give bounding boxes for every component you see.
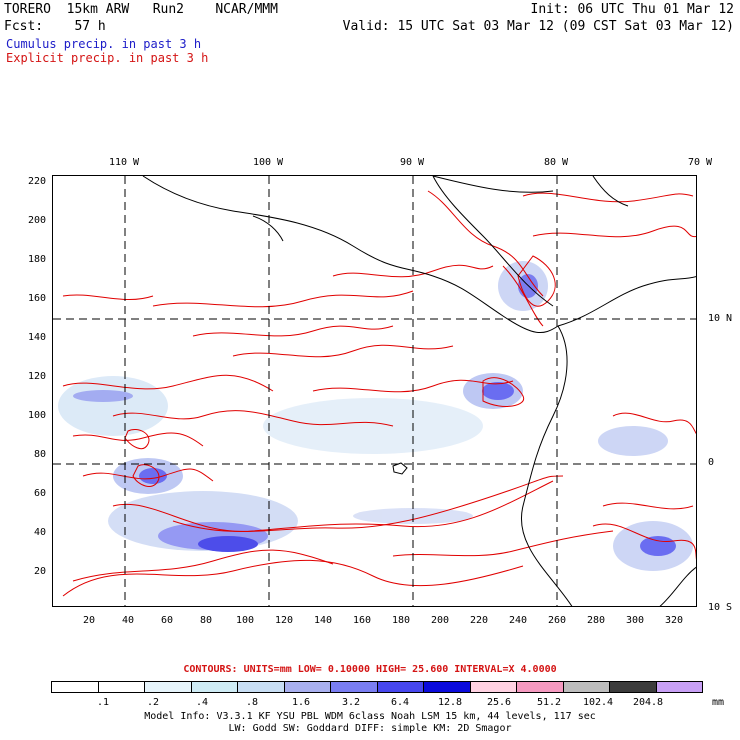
colorbar-label: 204.8: [632, 697, 664, 708]
explicit-legend: Explicit precip. in past 3 h: [6, 51, 209, 65]
y-tick: 40: [33, 527, 46, 538]
map-canvas: [53, 176, 696, 606]
forecast-hour: Fcst: 57 h: [4, 19, 106, 34]
x-tick: 20: [82, 615, 96, 626]
colorbar-label: 3.2: [341, 697, 361, 708]
colorbar-label: 102.4: [582, 697, 614, 708]
y-tick: 20: [33, 566, 46, 577]
colorbar-swatch: [517, 682, 564, 692]
lat-label-10n: 10 N: [708, 313, 733, 324]
x-tick: 280: [586, 615, 606, 626]
colorbar-swatch: [656, 682, 702, 692]
colorbar-swatch: [52, 682, 99, 692]
lon-label-90w: 90 W: [399, 157, 425, 168]
y-tick: 120: [27, 371, 46, 382]
colorbar-label: .2: [146, 697, 160, 708]
model-physics: LW: Godd SW: Goddard DIFF: simple KM: 2D…: [228, 723, 512, 734]
lon-label-110w: 110 W: [108, 157, 140, 168]
x-tick: 220: [469, 615, 489, 626]
colorbar-swatch: [424, 682, 471, 692]
colorbar-swatch: [238, 682, 285, 692]
explicit-contours: [62, 190, 696, 597]
lon-label-100w: 100 W: [252, 157, 284, 168]
precip-map: [52, 175, 697, 607]
colorbar-label: .1: [96, 697, 110, 708]
colorbar-label: 6.4: [390, 697, 410, 708]
x-tick: 180: [391, 615, 411, 626]
colorbar-swatch: [145, 682, 192, 692]
colorbar-swatch: [470, 682, 517, 692]
colorbar-label: 1.6: [291, 697, 311, 708]
y-tick: 140: [27, 332, 46, 343]
x-tick: 260: [547, 615, 567, 626]
model-info: Model Info: V3.3.1 KF YSU PBL WDM 6class…: [144, 711, 596, 722]
x-tick: 80: [199, 615, 213, 626]
init-time: Init: 06 UTC Thu 01 Mar 12: [530, 2, 735, 17]
y-tick: 80: [33, 449, 46, 460]
x-tick: 60: [160, 615, 174, 626]
colorbar-swatch: [563, 682, 610, 692]
colorbar-label: 12.8: [437, 697, 463, 708]
colorbar-swatch: [284, 682, 331, 692]
colorbar-label: 25.6: [486, 697, 512, 708]
lat-lon-grid: [53, 176, 696, 606]
colorbar-swatch: [377, 682, 424, 692]
y-tick: 100: [27, 410, 46, 421]
model-title: TORERO 15km ARW Run2 NCAR/MMM: [4, 2, 278, 17]
colorbar-unit: mm: [712, 697, 725, 708]
cumulus-shading: [58, 261, 693, 571]
colorbar-swatch: [98, 682, 145, 692]
coastlines: [142, 176, 696, 606]
x-tick: 200: [430, 615, 450, 626]
colorbar-swatch: [331, 682, 378, 692]
colorbar-label: 51.2: [536, 697, 562, 708]
colorbar-label: .4: [195, 697, 209, 708]
x-tick: 40: [121, 615, 135, 626]
x-tick: 140: [313, 615, 333, 626]
contours-summary: CONTOURS: UNITS=mm LOW= 0.10000 HIGH= 25…: [183, 664, 557, 675]
x-tick: 240: [508, 615, 528, 626]
colorbar-label: .8: [245, 697, 259, 708]
colorbar-swatch: [610, 682, 657, 692]
lat-label-0: 0: [708, 457, 715, 468]
x-tick: 120: [274, 615, 294, 626]
cumulus-legend: Cumulus precip. in past 3 h: [6, 37, 202, 51]
lat-label-10s: 10 S: [708, 602, 733, 613]
y-tick: 160: [27, 293, 46, 304]
lon-label-80w: 80 W: [543, 157, 569, 168]
y-tick: 220: [27, 176, 46, 187]
x-tick: 160: [352, 615, 372, 626]
x-tick: 320: [664, 615, 684, 626]
colorbar: [51, 681, 703, 693]
valid-time: Valid: 15 UTC Sat 03 Mar 12 (09 CST Sat …: [342, 19, 734, 34]
x-tick: 100: [235, 615, 255, 626]
y-tick: 60: [33, 488, 46, 499]
y-tick: 180: [27, 254, 46, 265]
colorbar-swatch: [191, 682, 238, 692]
galapagos-island: [392, 462, 408, 475]
y-tick: 200: [27, 215, 46, 226]
lon-label-70w: 70 W: [687, 157, 713, 168]
x-tick: 300: [625, 615, 645, 626]
